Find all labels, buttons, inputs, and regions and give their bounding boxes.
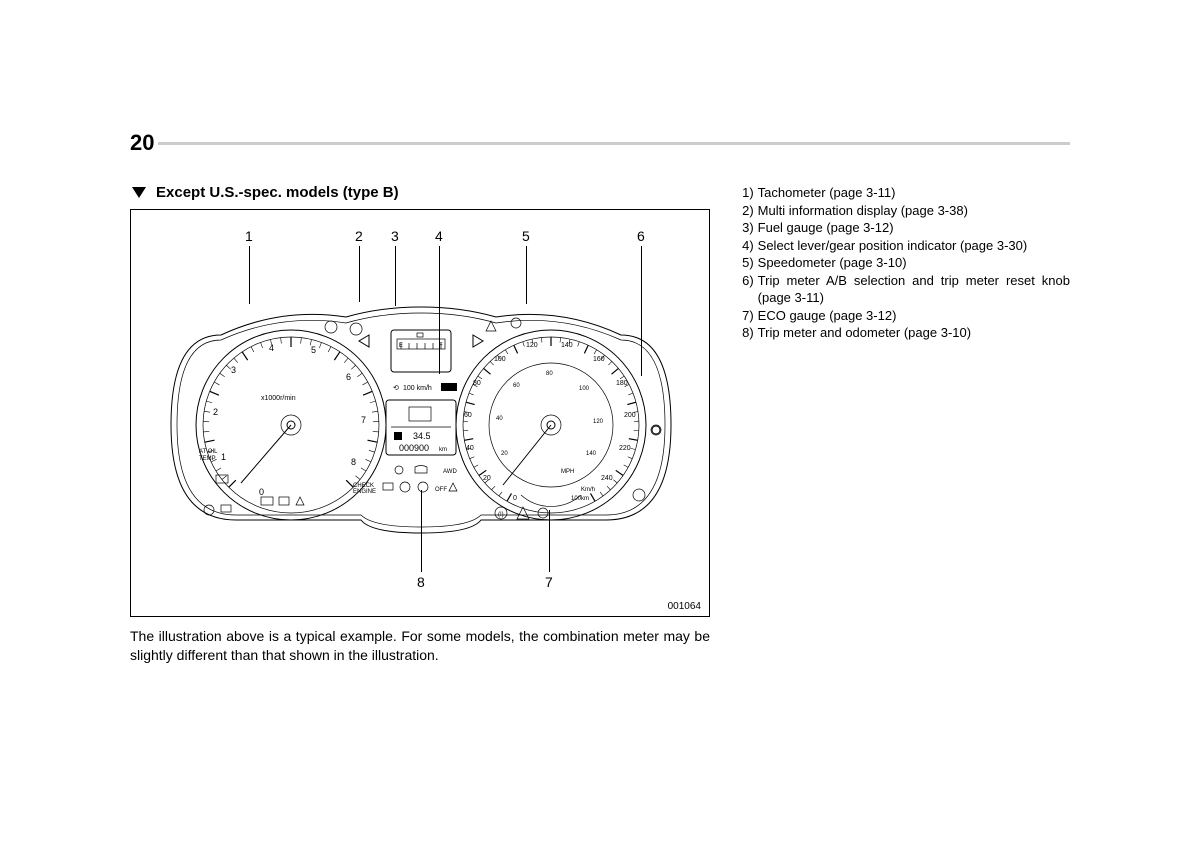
- svg-text:240: 240: [601, 475, 613, 482]
- svg-text:0: 0: [259, 487, 264, 497]
- page-header: 20: [130, 130, 1070, 156]
- legend-item: 8)Trip meter and odometer (page 3-10): [734, 324, 1070, 342]
- svg-text:AWD: AWD: [443, 469, 457, 475]
- legend-text: Fuel gauge (page 3-12): [758, 219, 1070, 237]
- legend-list: 1)Tachometer (page 3-11)2)Multi informat…: [734, 184, 1070, 342]
- svg-text:MPH: MPH: [561, 469, 574, 475]
- legend-column: 1)Tachometer (page 3-11)2)Multi informat…: [734, 184, 1070, 665]
- legend-text: ECO gauge (page 3-12): [758, 307, 1070, 325]
- legend-item: 6)Trip meter A/B selection and trip mete…: [734, 272, 1070, 307]
- svg-text:100km: 100km: [571, 496, 589, 502]
- svg-text:34.5: 34.5: [413, 431, 431, 441]
- svg-text:0: 0: [513, 495, 517, 502]
- svg-text:5: 5: [311, 345, 316, 355]
- svg-text:40: 40: [496, 416, 503, 422]
- svg-text:120: 120: [526, 342, 538, 349]
- callout-number: 2: [355, 228, 363, 244]
- svg-text:140: 140: [586, 451, 597, 457]
- svg-text:60: 60: [464, 412, 472, 419]
- svg-text:200: 200: [624, 412, 636, 419]
- header-rule: [158, 142, 1070, 145]
- figure-id: 001064: [668, 601, 701, 612]
- legend-item: 1)Tachometer (page 3-11): [734, 184, 1070, 202]
- legend-number: 2): [734, 202, 758, 220]
- svg-text:Km/h: Km/h: [581, 487, 595, 493]
- figure-column: Except U.S.-spec. models (type B) 1 2 3 4 5 6: [130, 184, 714, 665]
- legend-text: Multi information display (page 3-38): [758, 202, 1070, 220]
- legend-number: 1): [734, 184, 758, 202]
- legend-item: 4)Select lever/gear position indicator (…: [734, 237, 1070, 255]
- callout-number: 7: [545, 574, 553, 590]
- svg-text:120: 120: [593, 419, 604, 425]
- manual-page: 20 Except U.S.-spec. models (type B) 123…: [130, 130, 1070, 665]
- callout-number: 4: [435, 228, 443, 244]
- svg-text:100: 100: [579, 386, 590, 392]
- svg-text:SET: SET: [443, 385, 455, 391]
- legend-text: Trip meter and odometer (page 3-10): [758, 324, 1070, 342]
- svg-text:80: 80: [546, 371, 553, 377]
- legend-text: Select lever/gear position indicator (pa…: [758, 237, 1070, 255]
- legend-text: Speedometer (page 3-10): [758, 254, 1070, 272]
- svg-text:3: 3: [231, 365, 236, 375]
- callouts-top: 1 2 3 4 5 6: [131, 228, 709, 258]
- svg-text:80: 80: [473, 380, 481, 387]
- callout-number: 8: [417, 574, 425, 590]
- callout-number: 3: [391, 228, 399, 244]
- svg-text:000900: 000900: [399, 443, 429, 453]
- legend-number: 6): [734, 272, 758, 307]
- figure-caption: The illustration above is a typical exam…: [130, 627, 710, 665]
- callouts-bottom: 87: [131, 574, 709, 604]
- svg-text:20: 20: [501, 451, 508, 457]
- section-heading: Except U.S.-spec. models (type B): [130, 184, 714, 201]
- legend-item: 5)Speedometer (page 3-10): [734, 254, 1070, 272]
- svg-text:2: 2: [213, 407, 218, 417]
- legend-item: 7)ECO gauge (page 3-12): [734, 307, 1070, 325]
- section-title: Except U.S.-spec. models (type B): [156, 184, 399, 201]
- svg-text:100 km/h: 100 km/h: [403, 385, 432, 392]
- svg-text:ENGINE: ENGINE: [353, 489, 376, 495]
- svg-text:60: 60: [513, 383, 520, 389]
- legend-number: 3): [734, 219, 758, 237]
- legend-number: 4): [734, 237, 758, 255]
- callout-number: 6: [637, 228, 645, 244]
- callout-number: 1: [245, 228, 253, 244]
- svg-text:OFF: OFF: [435, 487, 447, 493]
- svg-text:x1000r/min: x1000r/min: [261, 395, 296, 402]
- svg-text:8: 8: [351, 457, 356, 467]
- legend-text: Trip meter A/B selection and trip meter …: [758, 272, 1070, 307]
- legend-text: Tachometer (page 3-11): [758, 184, 1070, 202]
- legend-item: 2)Multi information display (page 3-38): [734, 202, 1070, 220]
- legend-number: 7): [734, 307, 758, 325]
- svg-text:A: A: [395, 435, 399, 441]
- svg-text:6: 6: [346, 372, 351, 382]
- legend-number: 5): [734, 254, 758, 272]
- svg-text:100: 100: [494, 356, 506, 363]
- svg-text:⟲: ⟲: [393, 385, 399, 392]
- content-columns: Except U.S.-spec. models (type B) 1 2 3 4 5 6: [130, 184, 1070, 665]
- svg-text:220: 220: [619, 445, 631, 452]
- callout-number: 5: [522, 228, 530, 244]
- svg-text:7: 7: [361, 415, 366, 425]
- legend-number: 8): [734, 324, 758, 342]
- svg-text:(!): (!): [498, 512, 504, 518]
- page-number: 20: [130, 130, 154, 156]
- legend-item: 3)Fuel gauge (page 3-12): [734, 219, 1070, 237]
- figure-frame: 1 2 3 4 5 6 0 1 2 3: [130, 209, 710, 617]
- svg-text:140: 140: [561, 342, 573, 349]
- triangle-icon: [132, 187, 146, 198]
- svg-text:1: 1: [221, 452, 226, 462]
- svg-text:km: km: [439, 447, 447, 453]
